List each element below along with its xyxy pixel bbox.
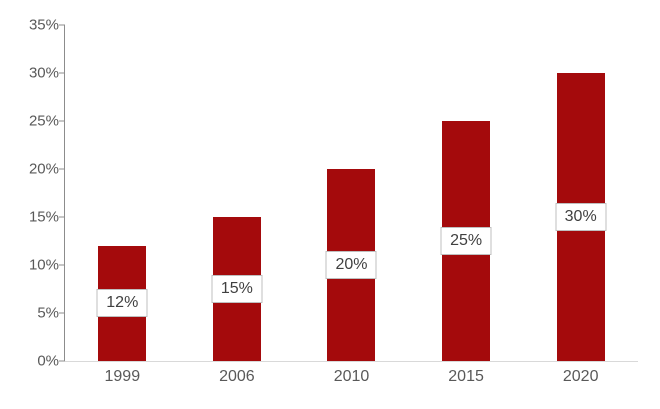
plot-area: 12% 15% 20% 25% 30% 0% 5% 10% 15% 20% 25% 30% 35% bbox=[29, 18, 638, 369]
y-axis-tick bbox=[59, 264, 65, 266]
bar-value-label: 12% bbox=[96, 289, 148, 318]
y-axis-label: 5% bbox=[37, 304, 59, 322]
y-axis-tick bbox=[59, 24, 65, 26]
y-axis-label: 10% bbox=[28, 256, 59, 274]
y-axis-tick bbox=[59, 72, 65, 74]
y-axis-tick bbox=[59, 168, 65, 170]
y-axis-label: 25% bbox=[28, 112, 59, 130]
y-axis-label: 35% bbox=[28, 16, 59, 34]
x-axis-line bbox=[65, 361, 638, 362]
y-axis-label: 30% bbox=[28, 64, 59, 82]
bar-slot: 12% bbox=[65, 25, 180, 361]
x-axis-label: 2015 bbox=[448, 368, 484, 385]
bar-value-label: 25% bbox=[440, 227, 492, 255]
y-axis-label: 0% bbox=[37, 352, 59, 370]
x-axis-label: 2010 bbox=[333, 368, 370, 385]
x-axis-label: 2020 bbox=[562, 368, 599, 385]
y-axis-line bbox=[64, 25, 65, 361]
x-axis-labels: 1999 2006 2010 2015 2020 bbox=[65, 369, 638, 385]
y-axis-label: 15% bbox=[28, 208, 59, 226]
bars-container: 12% 15% 20% 25% 30% bbox=[65, 25, 638, 361]
x-axis-label: 2006 bbox=[219, 368, 255, 385]
bar-slot: 15% bbox=[180, 25, 295, 361]
bar-slot: 20% bbox=[294, 25, 409, 361]
y-axis-tick bbox=[59, 312, 65, 314]
bar-slot: 30% bbox=[523, 25, 638, 361]
bar-slot: 25% bbox=[409, 25, 524, 361]
bar-value-label: 30% bbox=[555, 203, 607, 231]
x-axis-label: 1999 bbox=[104, 368, 141, 385]
y-axis-tick bbox=[59, 120, 65, 122]
bar-value-label: 15% bbox=[211, 275, 263, 303]
y-axis-tick bbox=[59, 360, 65, 362]
y-axis-label: 20% bbox=[28, 160, 59, 178]
bar-value-label: 20% bbox=[325, 251, 377, 279]
y-axis-tick bbox=[59, 216, 65, 218]
